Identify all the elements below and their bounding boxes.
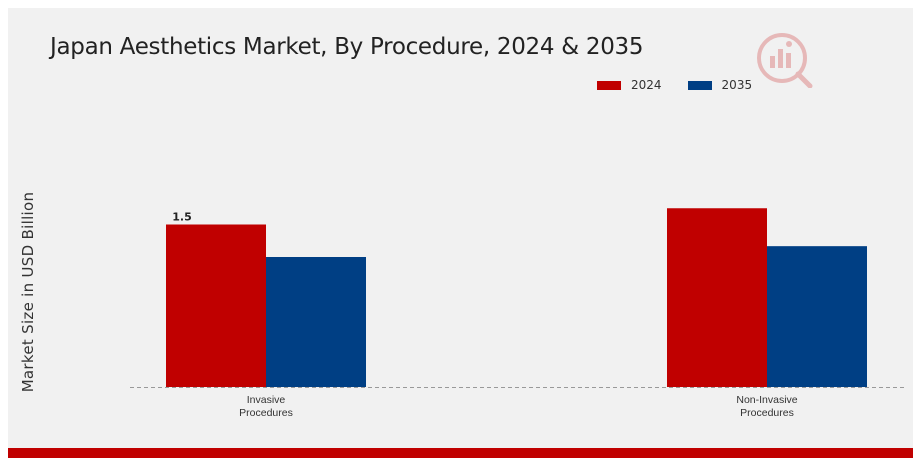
bar-2024-invasive (166, 224, 266, 387)
x-tick-labels: Invasive Procedures Non-Invasive Procedures (239, 394, 798, 419)
chart-title: Japan Aesthetics Market, By Procedure, 2… (50, 34, 644, 60)
bar-2024-non-invasive (667, 208, 767, 387)
legend-label-2035: 2035 (721, 78, 753, 92)
brand-logo-icon (756, 30, 814, 92)
legend-swatch-2035 (687, 80, 712, 90)
x-tick-label-invasive: Invasive Procedures (239, 394, 293, 419)
x-tick-label-non-invasive: Non-Invasive Procedures (736, 394, 797, 419)
data-labels: 1.5 (172, 211, 192, 224)
footer-bar (8, 448, 913, 458)
bar-2035-non-invasive (767, 246, 867, 387)
bar-2035-invasive (266, 257, 366, 387)
data-label-2024-invasive: 1.5 (172, 211, 192, 224)
legend-label-2024: 2024 (631, 78, 662, 92)
bar-group (166, 208, 867, 387)
legend-swatch-2024 (597, 80, 621, 90)
legend-item-2035: 2035 (687, 78, 753, 92)
chart-legend: 2024 2035 (597, 78, 778, 92)
legend-item-2024: 2024 (597, 78, 662, 92)
